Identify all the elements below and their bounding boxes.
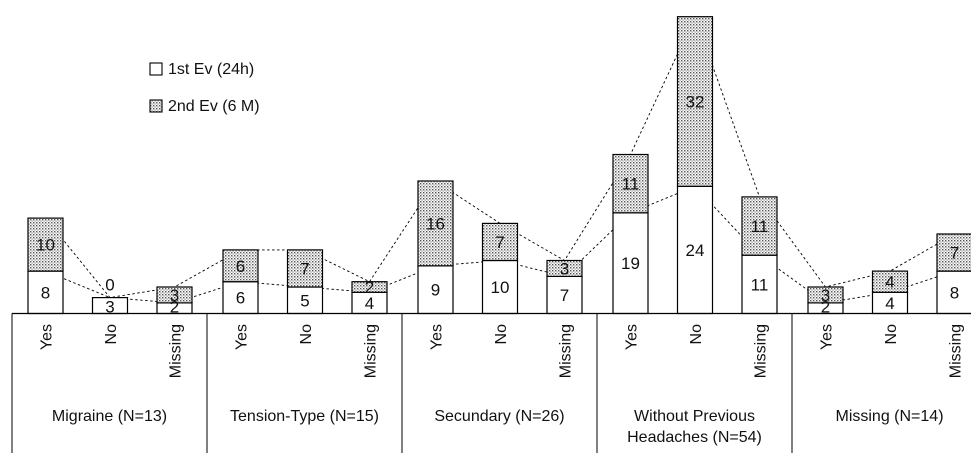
bar-first — [546, 275, 583, 315]
tick-label: Yes — [39, 324, 56, 350]
data-label-first: 4 — [885, 294, 894, 313]
category-axis: Yes No Missing Yes No Missing Yes No Missing Yes N… — [11, 312, 971, 453]
bar-second — [807, 286, 844, 304]
data-label-first: 5 — [300, 291, 309, 310]
tick-label: Missing — [168, 324, 185, 378]
data-label-first: 2 — [170, 298, 179, 317]
tick-label: Yes — [819, 324, 836, 350]
data-label-first: 10 — [491, 278, 510, 297]
legend-swatch — [149, 62, 163, 76]
data-label-second: 16 — [426, 214, 445, 233]
data-label-second: 7 — [300, 259, 309, 278]
tick-label: No — [298, 324, 315, 345]
bar-first — [481, 259, 519, 315]
data-label-second: 7 — [950, 244, 959, 263]
data-label-second: 6 — [236, 257, 245, 276]
bar-first — [417, 265, 454, 315]
tick-label: Missing — [753, 324, 770, 378]
bar-second — [27, 217, 64, 272]
bar-second — [286, 249, 324, 288]
bar-second — [612, 153, 649, 214]
bar-first — [612, 212, 649, 315]
data-label-first: 6 — [236, 289, 245, 308]
bar-second — [676, 16, 714, 187]
data-label-second: 11 — [622, 175, 640, 194]
data-label-first: 3 — [105, 298, 114, 317]
data-label-second: 32 — [686, 93, 705, 112]
group-label: Secundary (N=26) — [434, 408, 564, 425]
bar-first — [936, 270, 971, 315]
tick-label: Yes — [429, 324, 446, 350]
tick-label: No — [103, 324, 120, 345]
bar-second — [417, 180, 454, 267]
data-label-first: 19 — [621, 254, 640, 273]
tick-label: No — [493, 324, 510, 345]
data-label-first: 8 — [41, 283, 50, 302]
data-label-first: 4 — [365, 294, 374, 313]
group-label: Without Previous — [634, 408, 755, 425]
bar-second — [871, 270, 909, 293]
data-label-first: 7 — [560, 286, 569, 305]
data-label-second: 4 — [885, 273, 894, 292]
data-label-second: 0 — [105, 276, 114, 295]
data-label-first: 2 — [821, 298, 830, 317]
bar-second — [481, 222, 519, 262]
tick-label: Yes — [234, 324, 251, 350]
data-label-first: 8 — [950, 283, 959, 302]
bar-second — [156, 286, 193, 304]
bar-second — [222, 249, 259, 283]
group-label: Missing (N=14) — [835, 408, 943, 425]
group-label: Migraine (N=13) — [52, 408, 167, 425]
data-label-first: 11 — [751, 275, 769, 294]
group-label: Tension-Type (N=15) — [230, 408, 379, 425]
legend-swatch — [149, 99, 163, 113]
bar-second — [741, 196, 778, 256]
bar-second — [546, 259, 583, 277]
data-label-second: 3 — [560, 259, 569, 278]
bar-second — [936, 233, 971, 272]
tick-label: No — [688, 324, 705, 345]
data-label-first: 9 — [431, 281, 440, 300]
tick-label: Missing — [363, 324, 380, 378]
bar-first — [676, 185, 714, 315]
data-label-second: 7 — [495, 233, 504, 252]
data-label-second: 11 — [751, 217, 769, 236]
legend-label: 2nd Ev (6 M) — [168, 98, 260, 115]
data-label-second: 3 — [170, 286, 179, 305]
bar-second — [351, 281, 388, 293]
data-label-second: 2 — [365, 278, 374, 297]
tick-label: Yes — [624, 324, 641, 350]
tick-label: No — [883, 324, 900, 345]
legend-label: 1st Ev (24h) — [168, 61, 254, 78]
connector-first — [45, 185, 955, 304]
data-label-first: 24 — [686, 241, 705, 260]
data-label-second: 10 — [36, 236, 55, 255]
tick-label: Missing — [948, 324, 965, 378]
tick-label: Missing — [558, 324, 575, 378]
group-label: Headaches (N=54) — [627, 429, 762, 446]
legend: 1st Ev (24h) 2nd Ev (6 M) — [149, 61, 260, 115]
data-label-second: 3 — [821, 286, 830, 305]
